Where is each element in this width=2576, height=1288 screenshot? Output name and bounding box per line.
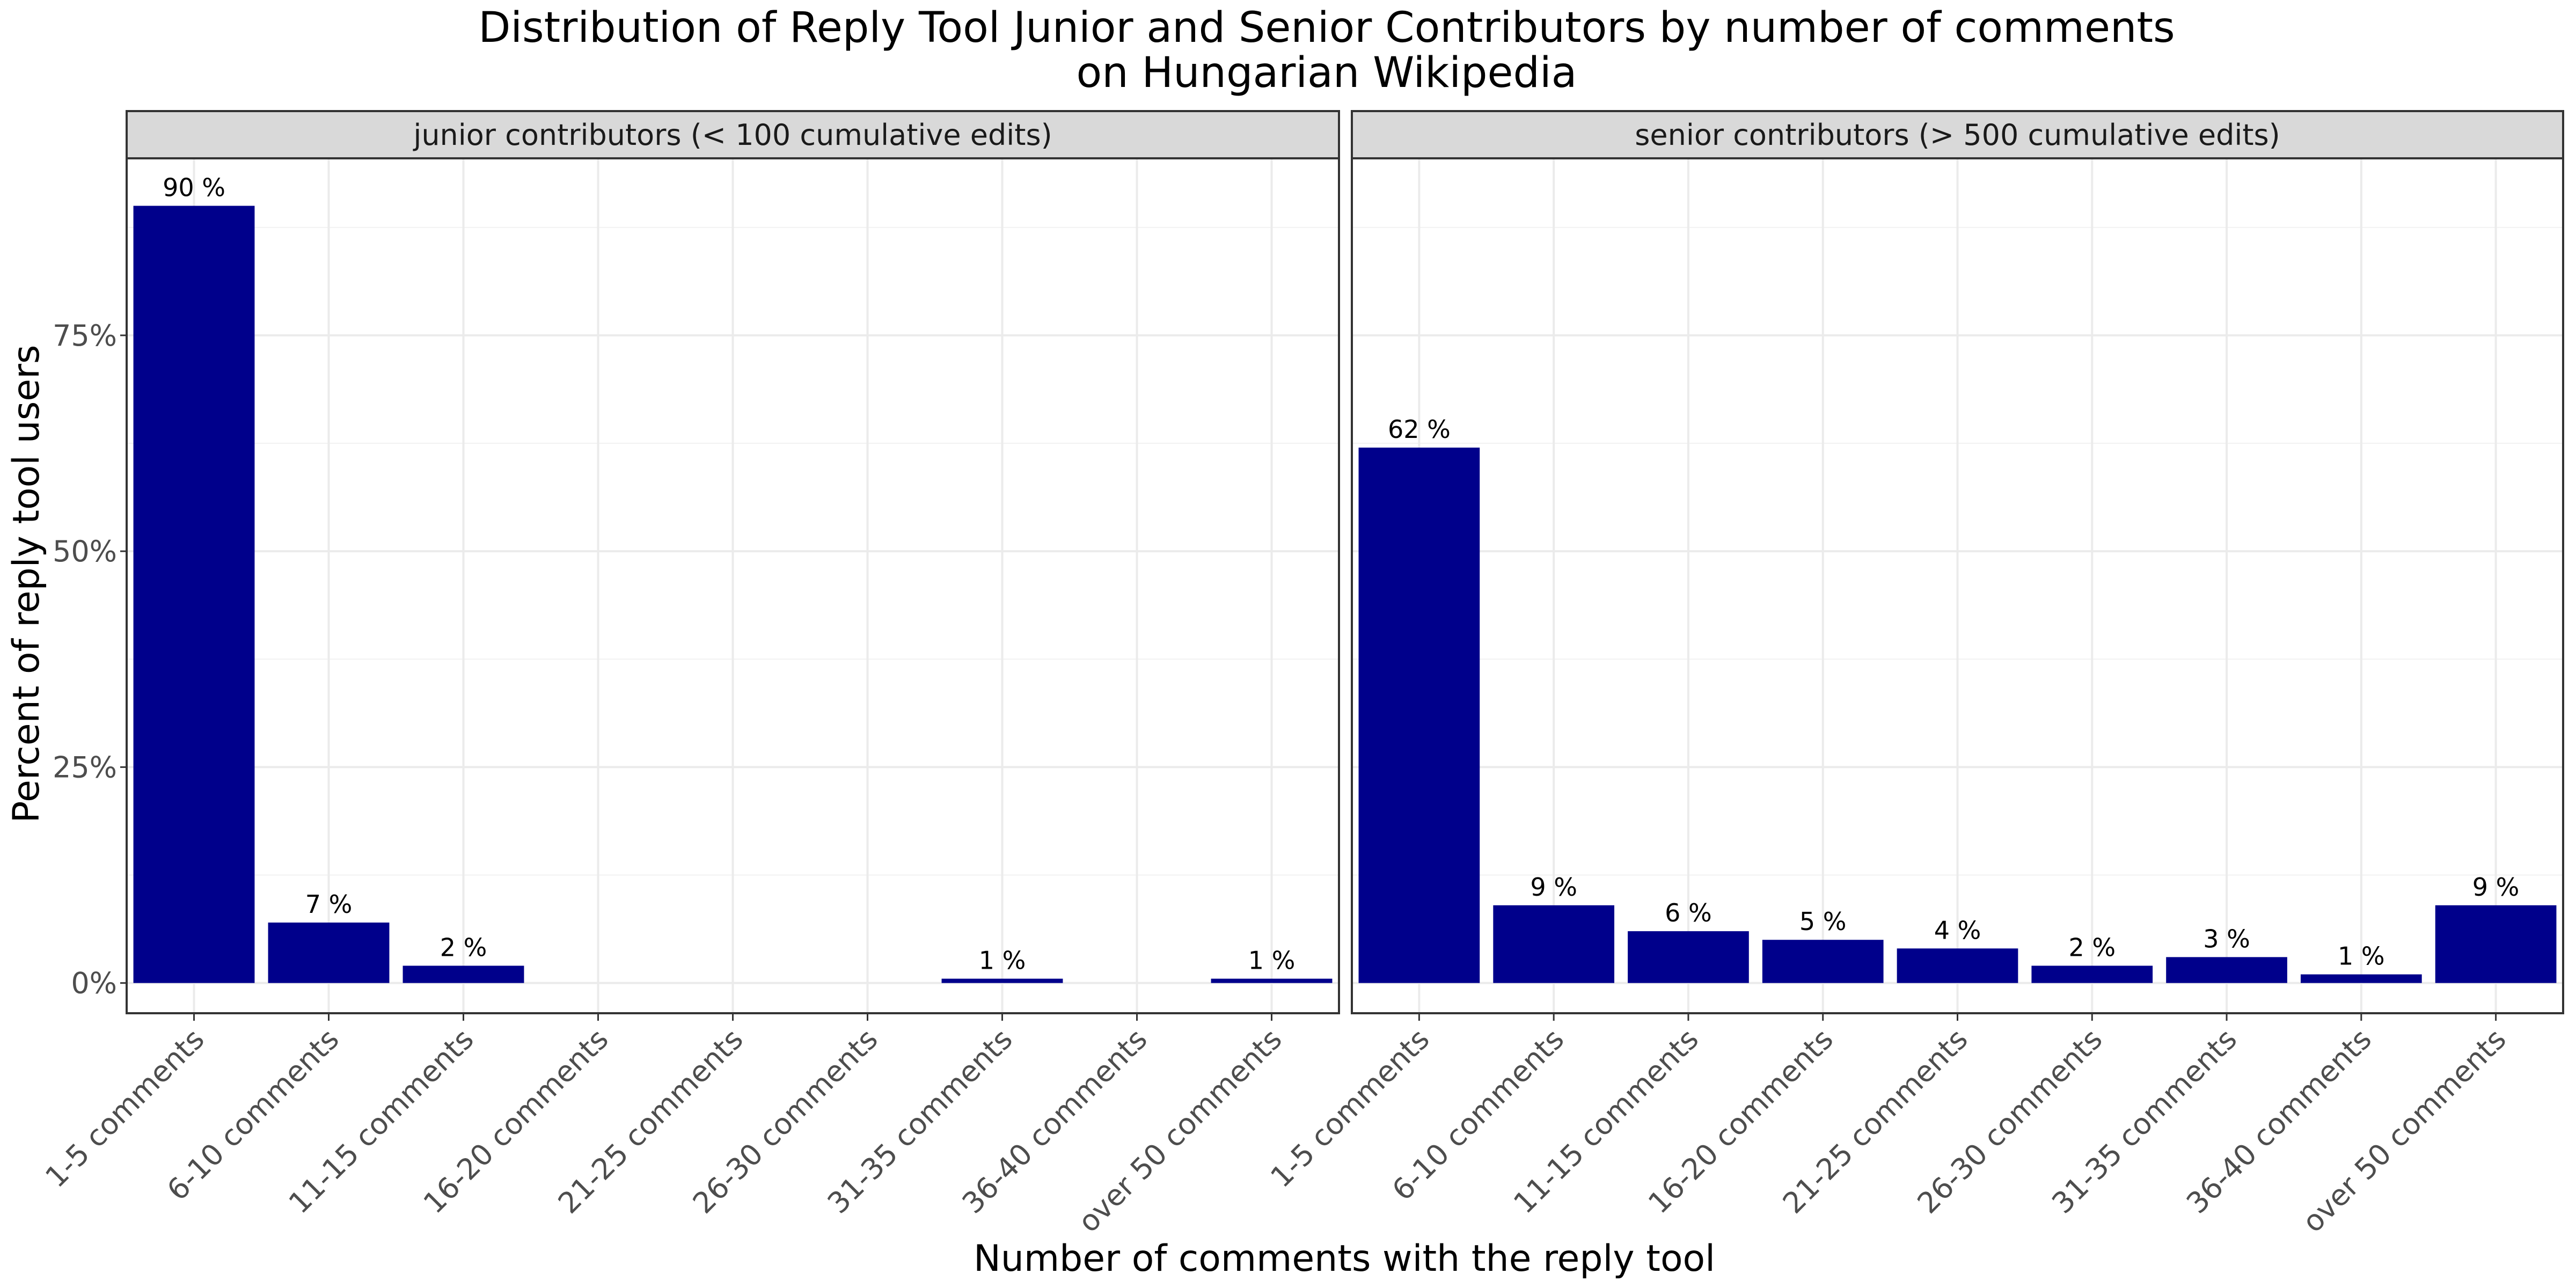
chart-title-line2: on Hungarian Wikipedia [1077, 49, 1577, 97]
facet-panel: 62 % 9 % 6 % 5 % 4 % 2 % 3 % 1 % 9 % senior contr… [1264, 110, 2564, 1239]
bar [268, 923, 390, 983]
bar-value-label: 9 % [1530, 873, 1577, 902]
y-tick-label: 50% [53, 535, 117, 568]
bar [2166, 957, 2287, 983]
bar-value-label: 62 % [1388, 415, 1451, 444]
y-tick-label: 25% [53, 750, 117, 784]
bar-value-label: 2 % [440, 933, 487, 962]
bar [1358, 448, 1480, 983]
x-axis-title: Number of comments with the reply tool [974, 1238, 1715, 1280]
bar [133, 206, 255, 983]
bar [1493, 905, 1615, 983]
facet-strip [1351, 110, 2564, 159]
bar [1211, 978, 1333, 983]
y-axis-title: Percent of reply tool users [5, 345, 48, 823]
facet-strip-label: senior contributors (> 500 cumulative ed… [1635, 118, 2280, 152]
bar-value-label: 2 % [2068, 933, 2116, 962]
bar [2031, 965, 2153, 983]
facet-strip-label: junior contributors (< 100 cumulative ed… [413, 118, 1052, 152]
bar-value-label: 1 % [2338, 942, 2385, 971]
bar-value-label: 7 % [305, 890, 353, 919]
bar [2435, 905, 2557, 983]
bar [941, 978, 1063, 983]
bar [1628, 931, 1749, 983]
bar [2300, 974, 2422, 983]
chart-title-line1: Distribution of Reply Tool Junior and Se… [478, 4, 2175, 52]
y-tick-label: 0% [71, 967, 117, 1000]
bar [1762, 940, 1884, 983]
bar [1897, 948, 2018, 983]
bar-value-label: 3 % [2203, 924, 2250, 953]
bar-value-label: 5 % [1799, 907, 1847, 936]
bar-value-label: 1 % [1248, 946, 1296, 975]
bar-value-label: 4 % [1934, 916, 1981, 945]
bar-value-label: 6 % [1665, 898, 1712, 927]
bar-value-label: 9 % [2472, 873, 2520, 902]
bar-value-label: 1 % [979, 946, 1026, 975]
bar-value-label: 90 % [163, 173, 225, 202]
y-tick-label: 75% [53, 319, 117, 353]
facet-panels: 0% 25% 50% 75% 90 % 7 % 2 % 1 % 1 % junior contri… [39, 110, 2564, 1239]
facet-panel: 90 % 7 % 2 % 1 % 1 % junior contributors (< 1… [39, 110, 1340, 1239]
facet-strip [126, 110, 1340, 159]
bar [402, 965, 524, 983]
